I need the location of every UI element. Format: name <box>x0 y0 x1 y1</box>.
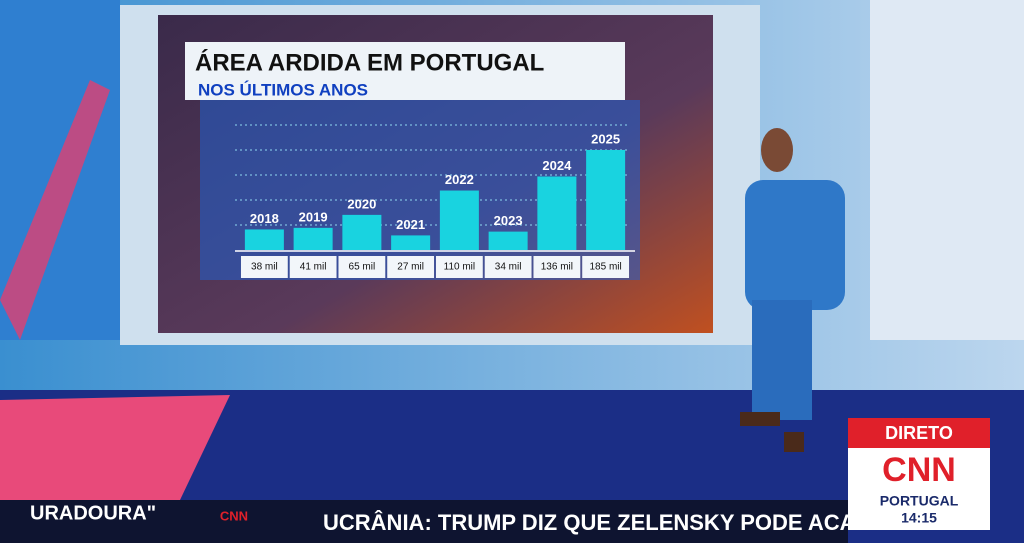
category-label: 2023 <box>494 213 523 228</box>
ticker-logo: CNN <box>220 508 248 523</box>
value-label-bg <box>435 256 483 278</box>
category-label: 2025 <box>591 131 620 146</box>
value-label-bg <box>582 256 630 278</box>
bug-status-bg <box>848 418 990 448</box>
presenter <box>740 128 845 452</box>
bug-logo: CNN <box>882 451 956 489</box>
value-label-bg <box>338 256 386 278</box>
category-label: 2020 <box>347 196 376 211</box>
ticker-bar <box>0 500 848 543</box>
value-label: 38 mil <box>251 262 278 273</box>
value-label: 41 mil <box>300 262 327 273</box>
side-screen <box>870 0 1024 340</box>
value-label: 185 mil <box>590 262 622 273</box>
bar <box>537 176 577 250</box>
chart-title: ÁREA ARDIDA EM PORTUGAL <box>195 48 544 76</box>
value-label: 34 mil <box>495 262 522 273</box>
value-label-bg <box>289 256 337 278</box>
category-label: 2021 <box>396 217 425 232</box>
value-label-bg <box>240 256 288 278</box>
category-label: 2019 <box>299 209 328 224</box>
bug-time: 14:15 <box>901 510 937 526</box>
bug-region: PORTUGAL <box>880 493 959 509</box>
value-label-bg <box>387 256 435 278</box>
bar <box>391 235 431 250</box>
bar <box>586 150 626 250</box>
floor-accent <box>0 395 230 510</box>
value-label: 110 mil <box>444 262 476 273</box>
ticker-left: URADOURA" <box>30 502 156 524</box>
category-label: 2024 <box>542 158 572 173</box>
category-label: 2018 <box>250 211 279 226</box>
chart-subtitle: NOS ÚLTIMOS ANOS <box>198 80 368 99</box>
accent <box>0 80 110 340</box>
bug-status: DIRETO <box>885 423 953 443</box>
bar <box>244 229 284 250</box>
grid-decor <box>235 124 630 226</box>
title-box <box>185 42 625 100</box>
bar <box>488 231 528 250</box>
ticker-headline: UCRÂNIA: TRUMP DIZ QUE ZELENSKY PODE ACA… <box>323 510 871 535</box>
value-label: 65 mil <box>349 262 376 273</box>
bar <box>293 227 333 250</box>
bar <box>439 190 479 250</box>
value-label-bg <box>533 256 581 278</box>
value-label: 27 mil <box>397 262 424 273</box>
bar <box>342 214 382 250</box>
value-label: 136 mil <box>541 262 573 273</box>
value-label-bg <box>484 256 532 278</box>
category-label: 2022 <box>445 172 474 187</box>
